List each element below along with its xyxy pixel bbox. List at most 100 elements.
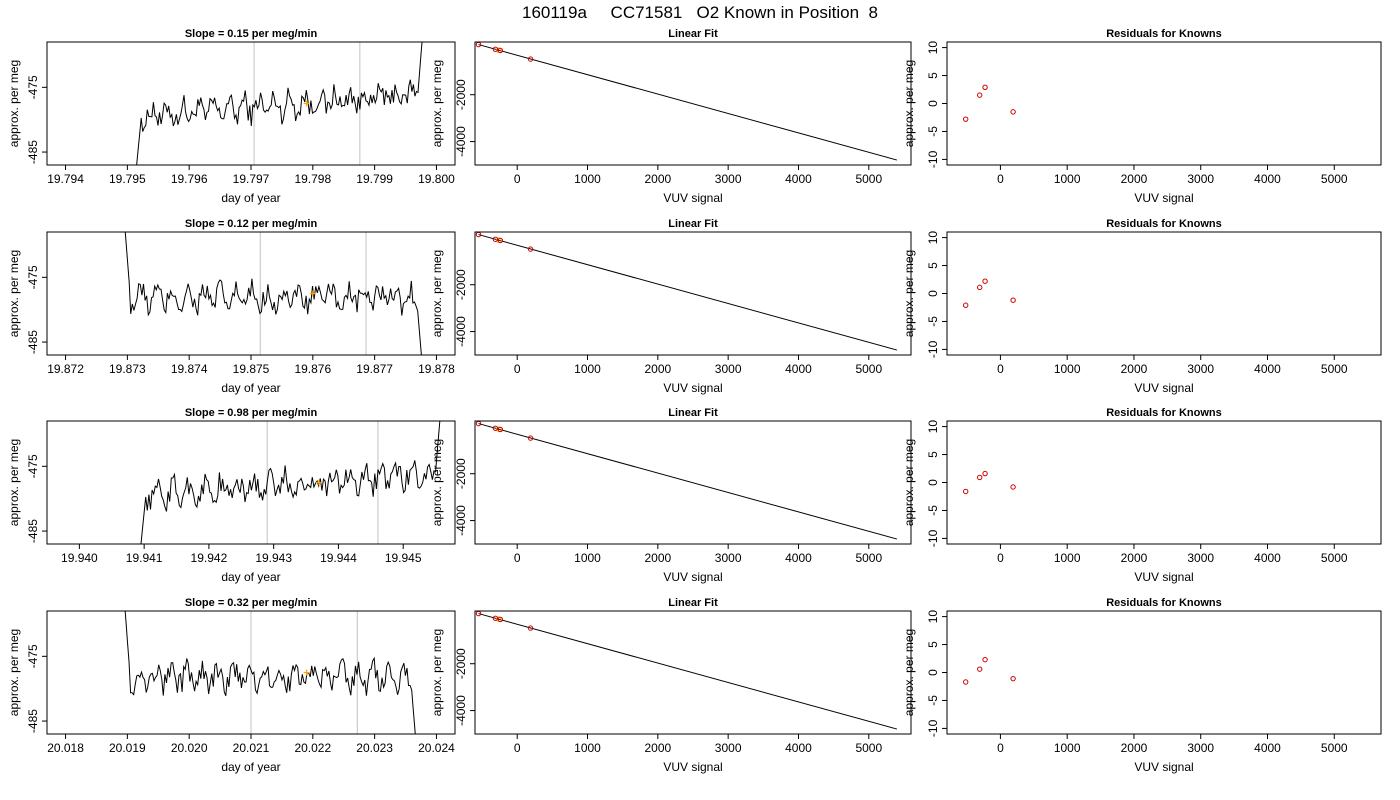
x-tick-label: 19.873 [109,362,146,376]
panel-r3-c2: Residuals for Knowns 0 1000 2000 3000 4000 500… [902,597,1382,774]
panel-title: Linear Fit [668,407,718,419]
panel-r2-c0: Slope = 0.98 per meg/min 19.940 19.941 19.9… [7,407,456,584]
data-point [497,47,504,54]
panel-title: Linear Fit [668,597,718,609]
fit-line [478,44,898,161]
x-axis-label: VUV signal [1134,191,1193,205]
data-trace [124,232,422,355]
x-tick-label: 20.024 [418,741,455,755]
plot-frame [46,420,456,545]
x-tick-label: 4000 [1254,741,1281,755]
data-point [962,302,969,308]
x-tick-label: 3000 [1187,172,1214,186]
y-tick-label: 10 [926,420,940,434]
x-tick-label: 3000 [715,172,742,186]
x-axis-label: VUV signal [663,570,722,584]
fit-line [478,423,898,540]
panel-r2-c2: Residuals for Knowns 0 1000 2000 3000 4000 500… [902,407,1382,584]
data-point [527,246,534,252]
y-tick-label: 10 [926,41,940,55]
x-tick-label: 19.944 [320,551,357,565]
plot-area [962,278,1016,308]
data-point [492,425,499,431]
y-axis-label: approx. per meg [430,60,444,147]
panel-title: Residuals for Knowns [1106,597,1222,609]
x-tick-label: 0 [997,172,1004,186]
y-tick-label: -475 [26,265,40,289]
plot-area [475,421,898,540]
x-tick-label: 2000 [644,551,671,565]
plot-frame [46,41,456,166]
data-point [982,656,988,663]
y-axis-label: approx. per meg [902,60,916,147]
x-tick-label: 0 [514,172,521,186]
plot-frame [946,231,1382,356]
data-point [982,470,988,477]
x-tick-label: 19.800 [418,172,455,186]
plot-frame [946,610,1382,735]
y-tick-label: -485 [26,519,40,543]
x-tick-label: 20.018 [47,741,84,755]
x-axis-label: day of year [221,191,280,205]
x-tick-label: 20.020 [171,741,208,755]
plot-area [962,470,1016,495]
plot-frame [946,420,1382,545]
x-tick-label: 4000 [1254,551,1281,565]
data-point [527,56,534,62]
data-trace [136,42,423,165]
x-axis-label: VUV signal [1134,381,1193,395]
x-axis-label: VUV signal [663,381,722,395]
x-axis-label: VUV signal [663,760,722,774]
x-tick-label: 3000 [715,551,742,565]
panel-r1-c1: Linear Fit 0 1000 2000 3000 4000 5000 VUV signa… [430,218,912,395]
x-tick-label: 5000 [1321,172,1348,186]
y-tick-label: -10 [926,529,940,547]
data-trace [140,421,441,544]
x-tick-label: 4000 [785,551,812,565]
y-axis-label: approx. per meg [7,250,21,337]
x-tick-label: 0 [997,551,1004,565]
x-tick-label: 19.797 [233,172,270,186]
plot-frame [946,41,1382,166]
x-tick-label: 2000 [1121,172,1148,186]
y-tick-label: 0 [926,479,940,486]
y-tick-label: -485 [26,330,40,354]
data-point [977,284,983,291]
y-tick-label: 5 [926,451,940,458]
x-tick-label: 19.942 [191,551,228,565]
plot-area [124,611,416,734]
panel-r0-c1: Linear Fit 0 1000 2000 3000 4000 5000 VUV signa… [430,28,912,205]
x-tick-label: 19.878 [418,362,455,376]
data-point [1010,297,1016,303]
x-tick-label: 0 [514,362,521,376]
plot-area [475,42,898,161]
data-point [962,116,969,122]
x-tick-label: 4000 [785,741,812,755]
x-axis-label: VUV signal [1134,760,1193,774]
x-tick-label: 2000 [1121,362,1148,376]
x-tick-label: 20.019 [109,741,146,755]
y-axis-label: approx. per meg [430,250,444,337]
y-tick-label: -4000 [454,695,468,726]
x-tick-label: 1000 [1054,172,1081,186]
x-tick-label: 19.799 [356,172,393,186]
plot-frame [474,41,912,166]
panel-r3-c0: Slope = 0.32 per meg/min 20.018 20.019 20.0… [7,597,456,774]
x-axis-label: day of year [221,760,280,774]
x-tick-label: 19.875 [233,362,270,376]
y-tick-label: -4000 [454,316,468,347]
y-axis-label: approx. per meg [902,439,916,526]
data-point [977,474,983,481]
data-point [982,278,988,284]
plot-frame [46,231,456,356]
y-tick-label: 5 [926,641,940,648]
plot-area [962,656,1016,685]
x-axis-label: VUV signal [663,191,722,205]
plot-area [136,42,423,165]
x-tick-label: 4000 [1254,172,1281,186]
y-tick-label: 0 [926,100,940,107]
panel-title: Linear Fit [668,28,718,40]
x-tick-label: 5000 [855,551,882,565]
